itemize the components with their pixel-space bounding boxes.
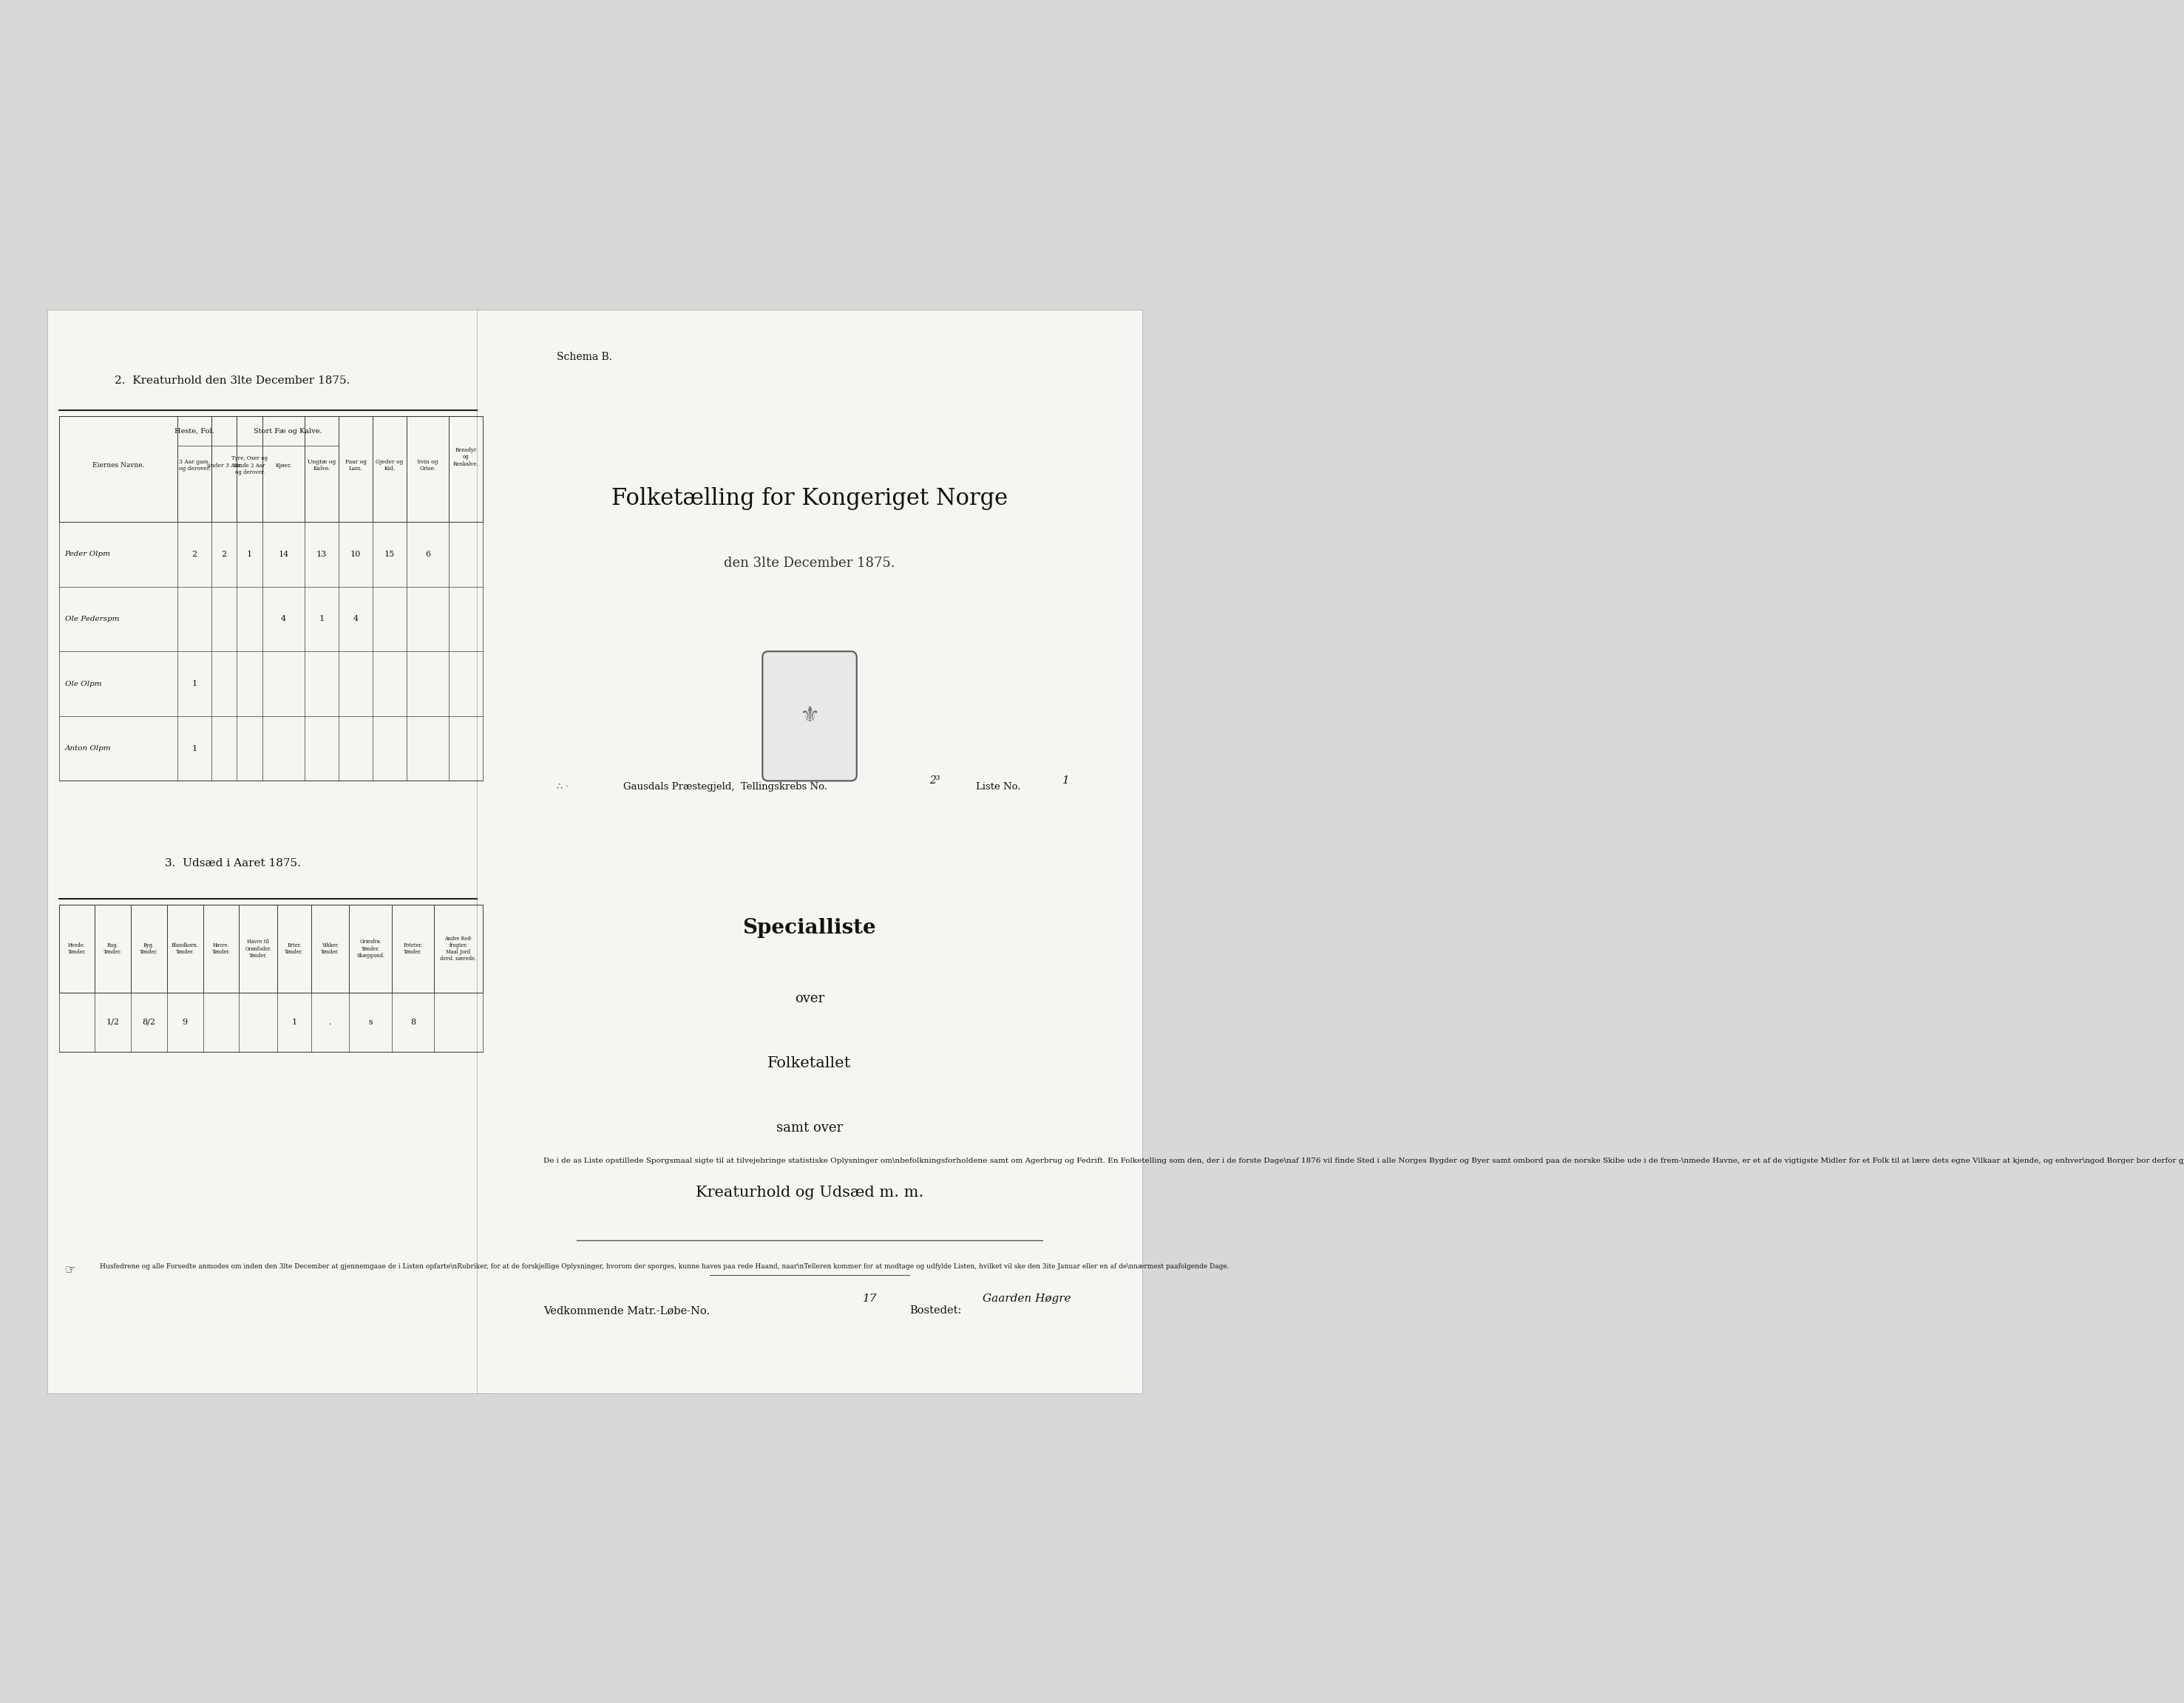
- FancyBboxPatch shape: [48, 310, 489, 1393]
- Text: Vikker.
Tønder.: Vikker. Tønder.: [321, 942, 339, 955]
- Text: 17: 17: [863, 1294, 878, 1304]
- Text: 6: 6: [426, 550, 430, 559]
- Text: Faar og
Lam.: Faar og Lam.: [345, 460, 367, 472]
- Text: 2³: 2³: [930, 775, 939, 787]
- Text: s: s: [369, 1018, 373, 1025]
- Text: Byg.
Tønder.: Byg. Tønder.: [140, 942, 157, 955]
- Text: Havre til
Grønfoder.
Tønder.: Havre til Grønfoder. Tønder.: [245, 938, 271, 959]
- Text: 4: 4: [282, 615, 286, 623]
- Text: 1/2: 1/2: [107, 1018, 120, 1025]
- Text: Husfedrene og alle Forsedte anmodes om inden den 3lte December at gjennemgaae de: Husfedrene og alle Forsedte anmodes om i…: [100, 1264, 1230, 1270]
- Text: .: .: [330, 1018, 332, 1025]
- Text: 4: 4: [354, 615, 358, 623]
- Text: 1: 1: [192, 744, 197, 753]
- Text: 13: 13: [317, 550, 328, 559]
- Text: ∴ ·: ∴ ·: [557, 782, 568, 792]
- Text: Andre Rod-
frugter.
Maal Jord
dersl. nærede.: Andre Rod- frugter. Maal Jord dersl. nær…: [441, 935, 476, 962]
- Text: Bostedet:: Bostedet:: [909, 1306, 961, 1316]
- Text: Blandkorn.
Tønder.: Blandkorn. Tønder.: [170, 942, 199, 955]
- Text: Rensdyr
og
Renkalve.: Rensdyr og Renkalve.: [452, 448, 478, 467]
- Text: Kreaturhold og Udsæd m. m.: Kreaturhold og Udsæd m. m.: [697, 1185, 924, 1201]
- Text: Svin og
Grise.: Svin og Grise.: [417, 460, 439, 472]
- Text: ⚜: ⚜: [799, 705, 819, 727]
- Text: den 3lte December 1875.: den 3lte December 1875.: [723, 557, 895, 571]
- Text: 10: 10: [349, 550, 360, 559]
- Text: 2: 2: [221, 550, 227, 559]
- Text: Stort Fæ og Kalve.: Stort Fæ og Kalve.: [253, 427, 321, 434]
- Text: De i de as Liste opstillede Sporgsmaal sigte til at tilvejebringe statistiske Op: De i de as Liste opstillede Sporgsmaal s…: [544, 1158, 2184, 1165]
- FancyBboxPatch shape: [476, 310, 1142, 1393]
- Text: 1: 1: [192, 679, 197, 688]
- Text: Gjeder og
Kid.: Gjeder og Kid.: [376, 460, 404, 472]
- Text: Græsfrø.
Tønder.
Skæppund.: Græsfrø. Tønder. Skæppund.: [356, 938, 384, 959]
- Text: Schema B.: Schema B.: [557, 353, 612, 363]
- Text: Gaarden Høgre: Gaarden Høgre: [983, 1294, 1070, 1304]
- Text: 8/2: 8/2: [142, 1018, 155, 1025]
- Text: ☞: ☞: [66, 1264, 76, 1277]
- Text: 3.  Udsæd i Aaret 1875.: 3. Udsæd i Aaret 1875.: [164, 858, 301, 869]
- Text: 8: 8: [411, 1018, 415, 1025]
- Text: Eiernes Navne.: Eiernes Navne.: [92, 462, 144, 468]
- Text: 1: 1: [290, 1018, 297, 1025]
- Text: Folketallet: Folketallet: [769, 1056, 852, 1071]
- Text: Anton Olpm: Anton Olpm: [66, 746, 111, 751]
- Text: 1: 1: [1061, 775, 1070, 787]
- Text: 1: 1: [319, 615, 325, 623]
- Text: Erter.
Tønder.: Erter. Tønder.: [284, 942, 304, 955]
- Text: 14: 14: [277, 550, 288, 559]
- Text: 2: 2: [192, 550, 197, 559]
- Text: Folketælling for Kongeriget Norge: Folketælling for Kongeriget Norge: [612, 487, 1007, 509]
- Text: 15: 15: [384, 550, 395, 559]
- Text: Heste, Fol.: Heste, Fol.: [175, 427, 214, 434]
- Text: 9: 9: [181, 1018, 188, 1025]
- Text: Gausdals Præstegjeld,  Tellingskrebs No.: Gausdals Præstegjeld, Tellingskrebs No.: [622, 782, 828, 792]
- FancyBboxPatch shape: [762, 651, 856, 782]
- Text: Tyre, Oxer og
Stude 2 Aar
og derover.: Tyre, Oxer og Stude 2 Aar og derover.: [232, 456, 269, 475]
- Text: Poteter.
Tønder.: Poteter. Tønder.: [404, 942, 422, 955]
- Text: 3 Aar gam.
og derover.: 3 Aar gam. og derover.: [179, 460, 210, 472]
- Text: Kjøer.: Kjøer.: [275, 463, 293, 468]
- Text: Ungtæ og
Kalve.: Ungtæ og Kalve.: [308, 460, 336, 472]
- Text: Ole Pederspm: Ole Pederspm: [66, 616, 120, 622]
- Text: Ole Olpm: Ole Olpm: [66, 681, 100, 686]
- Text: Peder Olpm: Peder Olpm: [66, 550, 111, 557]
- Text: 2.  Kreaturhold den 3lte December 1875.: 2. Kreaturhold den 3lte December 1875.: [116, 375, 349, 387]
- Text: 1: 1: [247, 550, 253, 559]
- Text: Vedkommende Matr.-Løbe-No.: Vedkommende Matr.-Løbe-No.: [544, 1306, 710, 1316]
- Text: under 3 Aar.: under 3 Aar.: [207, 463, 242, 468]
- Text: samt over: samt over: [775, 1122, 843, 1134]
- Text: Rug.
Tønder.: Rug. Tønder.: [103, 942, 122, 955]
- Text: over: over: [795, 993, 823, 1005]
- Text: Liste No.: Liste No.: [976, 782, 1020, 792]
- Text: Havre.
Tønder.: Havre. Tønder.: [212, 942, 229, 955]
- Text: Hvede.
Tønder.: Hvede. Tønder.: [68, 942, 85, 955]
- Text: Specialliste: Specialliste: [743, 918, 876, 938]
